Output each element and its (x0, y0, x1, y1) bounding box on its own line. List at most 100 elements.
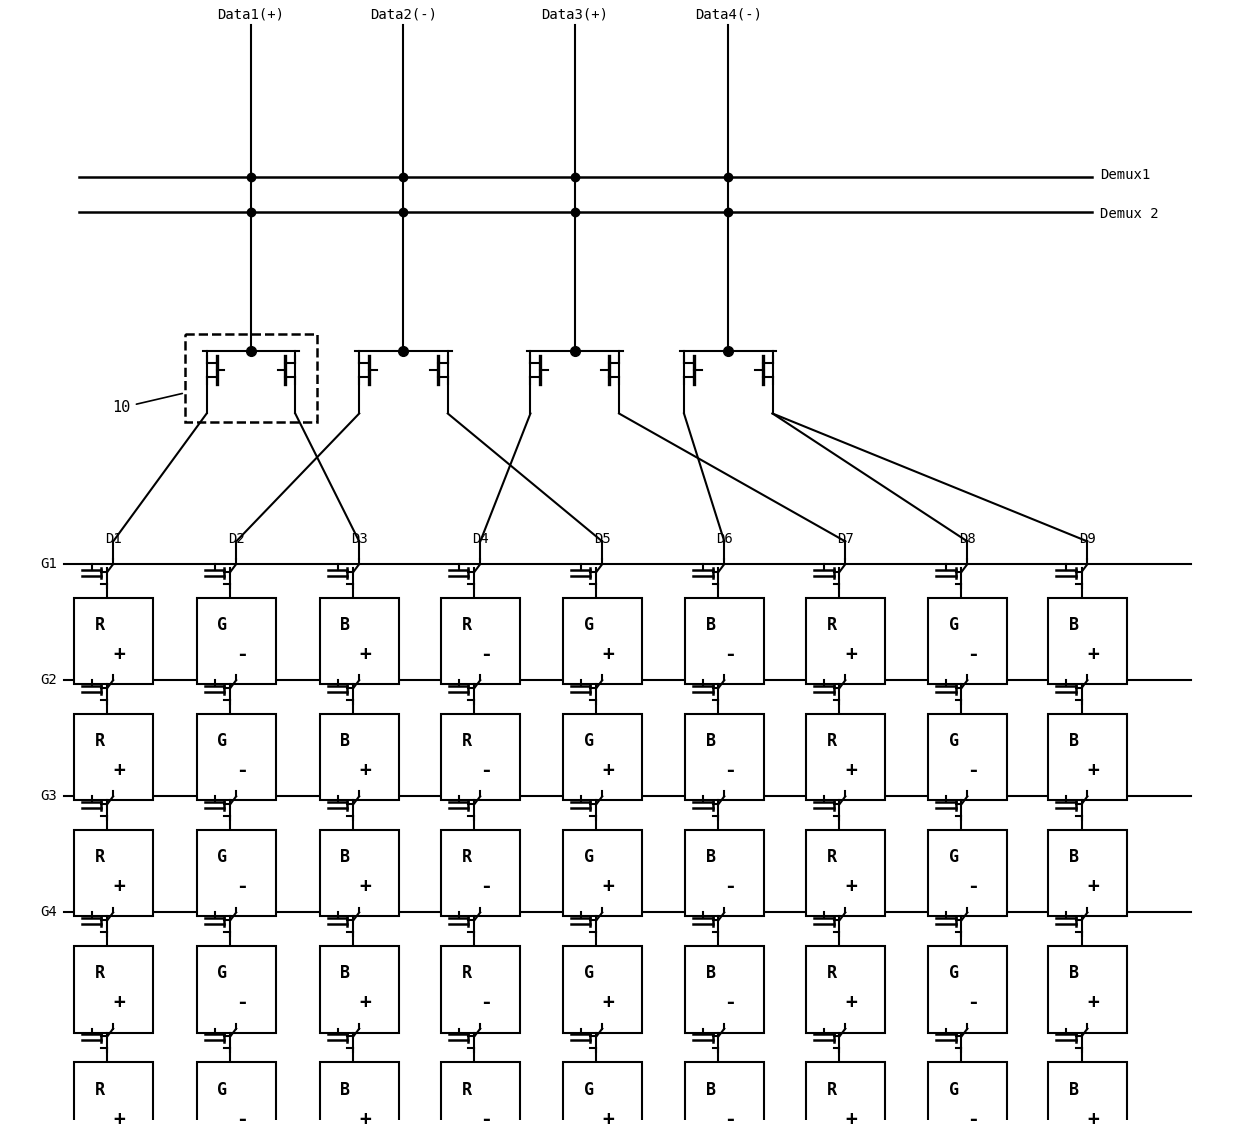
Bar (684, 597, 764, 684)
Text: G: G (949, 849, 959, 867)
Text: B: B (706, 732, 715, 750)
Text: B: B (706, 964, 715, 982)
Text: +: + (113, 761, 125, 781)
Bar (684, 1062, 764, 1133)
Bar (441, 1062, 520, 1133)
Text: +: + (846, 761, 857, 781)
Text: +: + (360, 877, 371, 896)
Text: G1: G1 (41, 557, 57, 571)
Text: -: - (724, 877, 737, 896)
Bar (1048, 946, 1127, 1032)
Text: D5: D5 (594, 533, 610, 546)
Text: Data3(+): Data3(+) (541, 8, 609, 22)
Text: G: G (584, 849, 594, 867)
Text: +: + (360, 994, 371, 1013)
Text: D1: D1 (105, 533, 122, 546)
Text: G: G (949, 732, 959, 750)
Text: G: G (217, 964, 227, 982)
Text: R: R (827, 964, 837, 982)
Bar (563, 946, 641, 1032)
Text: B: B (1069, 849, 1079, 867)
Text: +: + (360, 1109, 371, 1128)
Text: +: + (113, 645, 125, 664)
Text: +: + (603, 645, 614, 664)
Bar (563, 1062, 641, 1133)
Text: +: + (113, 994, 125, 1013)
Text: G: G (584, 1081, 594, 1099)
Text: -: - (236, 877, 248, 896)
Bar (197, 946, 275, 1032)
Text: B: B (341, 616, 351, 634)
Bar (320, 597, 398, 684)
Text: Demux 2: Demux 2 (1100, 206, 1159, 221)
Text: R: R (461, 964, 471, 982)
Bar (1048, 1062, 1127, 1133)
Bar (441, 946, 520, 1032)
Text: -: - (236, 994, 248, 1013)
Text: +: + (360, 761, 371, 781)
Text: R: R (94, 964, 104, 982)
Text: -: - (724, 1109, 737, 1128)
Text: -: - (967, 877, 980, 896)
Bar (74, 714, 153, 800)
Text: G: G (217, 1081, 227, 1099)
Bar (74, 597, 153, 684)
Bar (928, 1062, 1007, 1133)
Text: -: - (724, 994, 737, 1013)
Bar (563, 714, 641, 800)
Text: R: R (461, 849, 471, 867)
Text: G: G (217, 849, 227, 867)
Bar (1048, 714, 1127, 800)
Text: D8: D8 (959, 533, 976, 546)
Bar (185, 334, 317, 423)
Text: 10: 10 (113, 393, 182, 415)
Text: G2: G2 (41, 673, 57, 688)
Bar (320, 946, 398, 1032)
Text: +: + (846, 994, 857, 1013)
Text: D2: D2 (228, 533, 244, 546)
Bar (928, 597, 1007, 684)
Bar (928, 829, 1007, 917)
Text: G3: G3 (41, 790, 57, 803)
Text: Demux1: Demux1 (1100, 169, 1151, 182)
Text: D9: D9 (1079, 533, 1096, 546)
Text: +: + (113, 877, 125, 896)
Text: G: G (217, 616, 227, 634)
Bar (684, 829, 764, 917)
Text: D6: D6 (715, 533, 733, 546)
Text: -: - (236, 761, 248, 781)
Text: R: R (94, 732, 104, 750)
Text: G: G (217, 732, 227, 750)
Bar (320, 829, 398, 917)
Bar (806, 829, 884, 917)
Text: +: + (1087, 877, 1099, 896)
Text: R: R (827, 1081, 837, 1099)
Bar (928, 946, 1007, 1032)
Bar (563, 829, 641, 917)
Text: R: R (461, 732, 471, 750)
Text: -: - (724, 761, 737, 781)
Text: +: + (603, 1109, 614, 1128)
Text: B: B (341, 1081, 351, 1099)
Text: -: - (480, 645, 492, 664)
Text: G: G (949, 1081, 959, 1099)
Text: -: - (480, 761, 492, 781)
Bar (441, 597, 520, 684)
Text: B: B (341, 849, 351, 867)
Text: +: + (1087, 1109, 1099, 1128)
Bar (74, 829, 153, 917)
Bar (197, 829, 275, 917)
Bar (806, 597, 884, 684)
Text: G: G (949, 964, 959, 982)
Text: +: + (846, 877, 857, 896)
Text: -: - (480, 1109, 492, 1128)
Text: +: + (846, 645, 857, 664)
Bar (197, 1062, 275, 1133)
Text: +: + (603, 877, 614, 896)
Text: Data2(-): Data2(-) (370, 8, 436, 22)
Text: +: + (603, 994, 614, 1013)
Text: +: + (1087, 761, 1099, 781)
Text: B: B (341, 964, 351, 982)
Bar (563, 597, 641, 684)
Text: B: B (706, 1081, 715, 1099)
